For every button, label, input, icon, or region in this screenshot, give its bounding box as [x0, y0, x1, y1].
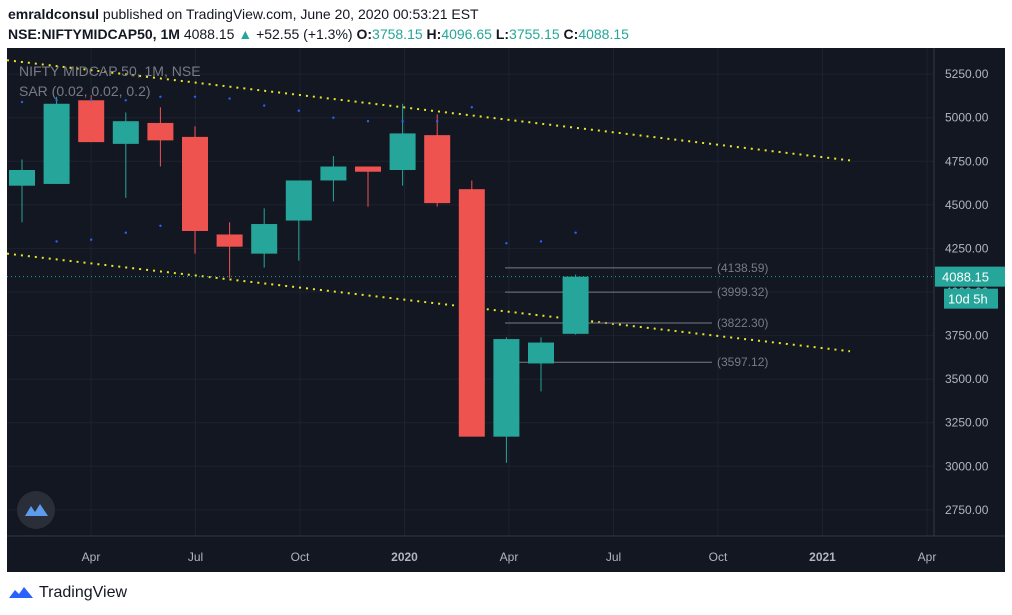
high-value: 4096.65	[441, 26, 492, 42]
sar-dot	[124, 231, 128, 234]
candle-body	[389, 133, 416, 170]
price-change: +52.55 (+1.3%)	[256, 26, 353, 42]
symbol-label: NSE:NIFTYMIDCAP50, 1M	[8, 26, 180, 42]
sar-dot	[55, 240, 58, 243]
close-value: 4088.15	[578, 26, 629, 42]
y-tick-label: 5250.00	[945, 67, 989, 81]
sar-dot	[401, 120, 404, 123]
sar-dot	[366, 120, 370, 123]
candle-body	[112, 121, 139, 144]
last-price: 4088.15	[183, 26, 235, 42]
candle-body	[147, 122, 174, 141]
ohlc-line: NSE:NIFTYMIDCAP50, 1M 4088.15 ▲ +52.55 (…	[8, 26, 629, 42]
y-tick-label: 3500.00	[945, 372, 989, 386]
x-tick-label: Apr	[82, 550, 101, 564]
sar-dot	[263, 104, 266, 107]
y-tick-label: 3750.00	[945, 329, 989, 343]
countdown-tag	[944, 288, 998, 309]
sar-dot	[574, 231, 577, 234]
tradingview-logo[interactable]: TradingView	[8, 584, 127, 602]
y-tick-label: 4250.00	[945, 241, 989, 255]
x-tick-label: Oct	[709, 550, 728, 564]
upper-trendline	[6, 59, 851, 162]
sar-dot	[90, 238, 93, 241]
candle-body	[216, 234, 243, 247]
candle-body	[320, 166, 347, 181]
sar-dot	[539, 240, 543, 243]
y-tick-label: 4500.00	[945, 198, 989, 212]
x-tick-label: Oct	[291, 550, 310, 564]
sar-dot	[55, 99, 58, 102]
high-label: H:	[426, 26, 442, 42]
candle-body	[78, 100, 105, 143]
sar-dot	[193, 95, 197, 98]
price-tag	[935, 266, 1005, 287]
candle-body	[285, 180, 312, 221]
legend-title: NIFTY MIDCAP 50, 1M, NSE	[19, 63, 201, 79]
candle-body	[251, 224, 278, 254]
x-tick-label: Jul	[188, 550, 203, 564]
x-tick-label: Apr	[500, 550, 519, 564]
candle-body	[182, 136, 208, 231]
open-value: 3758.15	[372, 26, 423, 42]
y-tick-label: 2750.00	[945, 503, 989, 517]
level-label: (4138.59)	[717, 261, 768, 275]
close-label: C:	[563, 26, 579, 42]
candle-body	[424, 135, 451, 204]
x-tick-label: Apr	[918, 550, 937, 564]
sar-dot	[332, 116, 335, 119]
sar-dot	[505, 242, 508, 245]
y-tick-label: 4750.00	[945, 154, 989, 168]
candle-body	[43, 103, 70, 184]
low-value: 3755.15	[509, 26, 560, 42]
candle-body	[528, 342, 554, 364]
x-tick-label: Jul	[606, 550, 621, 564]
sar-dot	[470, 106, 473, 109]
brand-name: TradingView	[39, 584, 128, 601]
candle-body	[9, 170, 35, 186]
level-label: (3999.32)	[717, 285, 768, 299]
lower-trendline	[6, 252, 851, 353]
candle-body	[458, 189, 485, 437]
candle-body	[493, 339, 520, 437]
y-tick-label: 3250.00	[945, 416, 989, 430]
candle-body	[562, 276, 589, 334]
chart-area[interactable]: 2750.003000.003250.003500.003750.004000.…	[6, 48, 1005, 572]
candlestick-chart[interactable]: 2750.003000.003250.003500.003750.004000.…	[6, 48, 1005, 572]
tv-logo-button	[17, 491, 55, 529]
sar-dot	[20, 100, 24, 104]
up-arrow-icon: ▲	[238, 26, 253, 42]
y-tick-label: 3000.00	[945, 459, 989, 473]
countdown-label: 10d 5h	[948, 292, 988, 307]
chart-header: emraldconsul published on TradingView.co…	[0, 0, 1012, 48]
published-text: published on TradingView.com, June 20, 2…	[102, 6, 479, 22]
sar-dot	[436, 120, 439, 123]
legend-indicator: SAR (0.02, 0.02, 0.2)	[19, 83, 151, 99]
x-tick-label: 2020	[391, 550, 418, 564]
sar-dot	[159, 95, 162, 98]
footer: TradingView	[0, 572, 1012, 615]
mountain-icon	[25, 504, 48, 516]
sar-dot	[159, 224, 162, 227]
tradingview-logo-icon	[9, 587, 33, 598]
sar-dot	[124, 99, 128, 102]
low-label: L:	[495, 26, 510, 42]
x-tick-label: 2021	[809, 550, 836, 564]
publisher-name[interactable]: emraldconsul	[8, 6, 100, 22]
level-label: (3822.30)	[717, 316, 768, 330]
candle-body	[355, 166, 381, 172]
y-tick-label: 5000.00	[945, 111, 989, 125]
sar-dot	[228, 97, 231, 100]
open-label: O:	[356, 26, 373, 42]
publish-line: emraldconsul published on TradingView.co…	[8, 6, 479, 22]
price-tag-label: 4088.15	[942, 270, 989, 285]
level-label: (3597.12)	[717, 355, 768, 369]
sar-dot	[90, 99, 93, 102]
sar-dot	[297, 109, 300, 112]
